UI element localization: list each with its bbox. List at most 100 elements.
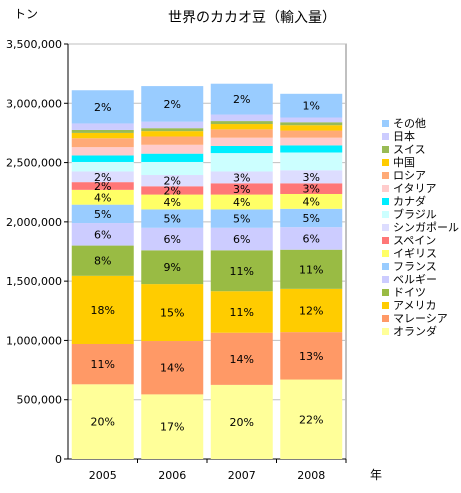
data-label: 3% bbox=[303, 183, 320, 196]
bar-segment bbox=[71, 123, 134, 130]
bar-segment bbox=[71, 155, 134, 162]
legend-swatch bbox=[382, 159, 389, 166]
data-label: 5% bbox=[233, 213, 250, 226]
data-label: 15% bbox=[160, 307, 184, 320]
bar-segment bbox=[141, 250, 204, 285]
legend-swatch bbox=[382, 198, 389, 205]
data-label: 2% bbox=[164, 175, 181, 188]
bar-segment bbox=[141, 175, 204, 187]
legend-label: ブラジル bbox=[393, 207, 437, 221]
bar-segment bbox=[141, 86, 204, 122]
legend-swatch bbox=[382, 263, 389, 270]
data-label: 2% bbox=[164, 98, 181, 111]
bar-segment bbox=[210, 194, 273, 210]
bar-segment bbox=[71, 204, 134, 224]
legend-swatch bbox=[382, 120, 389, 127]
bar-segment bbox=[141, 136, 204, 145]
bar-segment bbox=[71, 384, 134, 459]
data-label: 11% bbox=[299, 263, 323, 276]
bar-segment bbox=[280, 332, 343, 380]
bar-segment bbox=[210, 332, 273, 385]
legend-label: マレーシア bbox=[393, 312, 448, 325]
legend-label: スペイン bbox=[393, 234, 436, 247]
legend-swatch bbox=[382, 133, 389, 140]
data-label: 14% bbox=[160, 362, 184, 375]
data-label: 2% bbox=[233, 93, 250, 106]
legend-label: カナダ bbox=[393, 194, 426, 208]
data-label: 11% bbox=[230, 265, 254, 278]
legend-label: ロシア bbox=[393, 169, 426, 182]
legend-swatch bbox=[382, 185, 389, 192]
bar-segment bbox=[280, 145, 343, 153]
bar-segment bbox=[141, 161, 204, 176]
y-tick-label: 500,000 bbox=[17, 394, 63, 407]
legend: その他日本スイス中国ロシアイタリアカナダブラジルシンガポールスペインイギリスフラ… bbox=[382, 117, 459, 338]
data-label: 20% bbox=[230, 416, 254, 429]
legend-label: イタリア bbox=[393, 182, 437, 195]
bar-segment bbox=[71, 132, 134, 139]
bar-segment bbox=[141, 121, 204, 129]
data-label: 6% bbox=[233, 233, 250, 246]
x-tick-label: 2008 bbox=[297, 469, 325, 482]
bar-segment bbox=[141, 131, 204, 137]
legend-label: アメリカ bbox=[393, 299, 436, 312]
legend-swatch bbox=[382, 146, 389, 153]
bar-segment bbox=[210, 129, 273, 138]
legend-label: オランダ bbox=[393, 324, 437, 338]
data-label: 8% bbox=[94, 255, 111, 268]
legend-swatch bbox=[382, 172, 389, 179]
bar-segment bbox=[141, 194, 204, 210]
bar-segment bbox=[71, 138, 134, 148]
legend-swatch bbox=[382, 224, 389, 231]
legend-swatch bbox=[382, 237, 389, 244]
y-tick-label: 3,000,000 bbox=[6, 97, 62, 110]
data-label: 3% bbox=[303, 171, 320, 184]
data-label: 2% bbox=[94, 101, 111, 114]
bar-segment bbox=[71, 147, 134, 156]
bar-segment bbox=[280, 379, 343, 459]
bar-segment bbox=[210, 83, 273, 115]
data-label: 5% bbox=[303, 212, 320, 225]
bar-segment bbox=[280, 137, 343, 146]
bar-segment bbox=[210, 145, 273, 154]
bar-segment bbox=[141, 128, 204, 132]
bar-segment bbox=[280, 125, 343, 131]
legend-label: イギリス bbox=[393, 247, 437, 260]
data-label: 12% bbox=[299, 304, 323, 317]
chart-title: 世界のカカオ豆（輸入量） bbox=[168, 10, 336, 26]
bar-segment bbox=[280, 170, 343, 184]
bar-segment bbox=[71, 182, 134, 190]
legend-swatch bbox=[382, 276, 389, 283]
bar-segment bbox=[280, 117, 343, 123]
data-label: 2% bbox=[94, 180, 111, 193]
bar-segment bbox=[141, 144, 204, 154]
bar-segment bbox=[71, 189, 134, 205]
data-label: 5% bbox=[94, 208, 111, 221]
data-label: 6% bbox=[303, 232, 320, 245]
x-tick-label: 2007 bbox=[228, 469, 256, 482]
legend-swatch bbox=[382, 328, 389, 335]
x-tick-label: 2005 bbox=[89, 469, 117, 482]
legend-label: その他 bbox=[393, 117, 426, 130]
bar-segment bbox=[280, 122, 343, 126]
x-tick-label: 2006 bbox=[158, 469, 186, 482]
legend-label: シンガポール bbox=[393, 221, 459, 234]
bar-segment bbox=[210, 291, 273, 333]
bar-segment bbox=[280, 249, 343, 289]
data-label: 4% bbox=[94, 191, 111, 204]
legend-swatch bbox=[382, 211, 389, 218]
bar-segment bbox=[141, 341, 204, 395]
data-label: 4% bbox=[233, 196, 250, 209]
bar-segment bbox=[71, 171, 134, 183]
bar-segment bbox=[210, 171, 273, 184]
legend-label: ベルギー bbox=[393, 273, 437, 286]
bar-segment bbox=[71, 161, 134, 172]
y-tick-label: 2,000,000 bbox=[6, 216, 62, 229]
bar-segment bbox=[280, 152, 343, 171]
bar-segment bbox=[141, 284, 204, 342]
data-label: 18% bbox=[91, 304, 115, 317]
data-label: 4% bbox=[164, 196, 181, 209]
y-tick-label: 1,000,000 bbox=[6, 334, 62, 347]
bar-segment bbox=[210, 183, 273, 195]
